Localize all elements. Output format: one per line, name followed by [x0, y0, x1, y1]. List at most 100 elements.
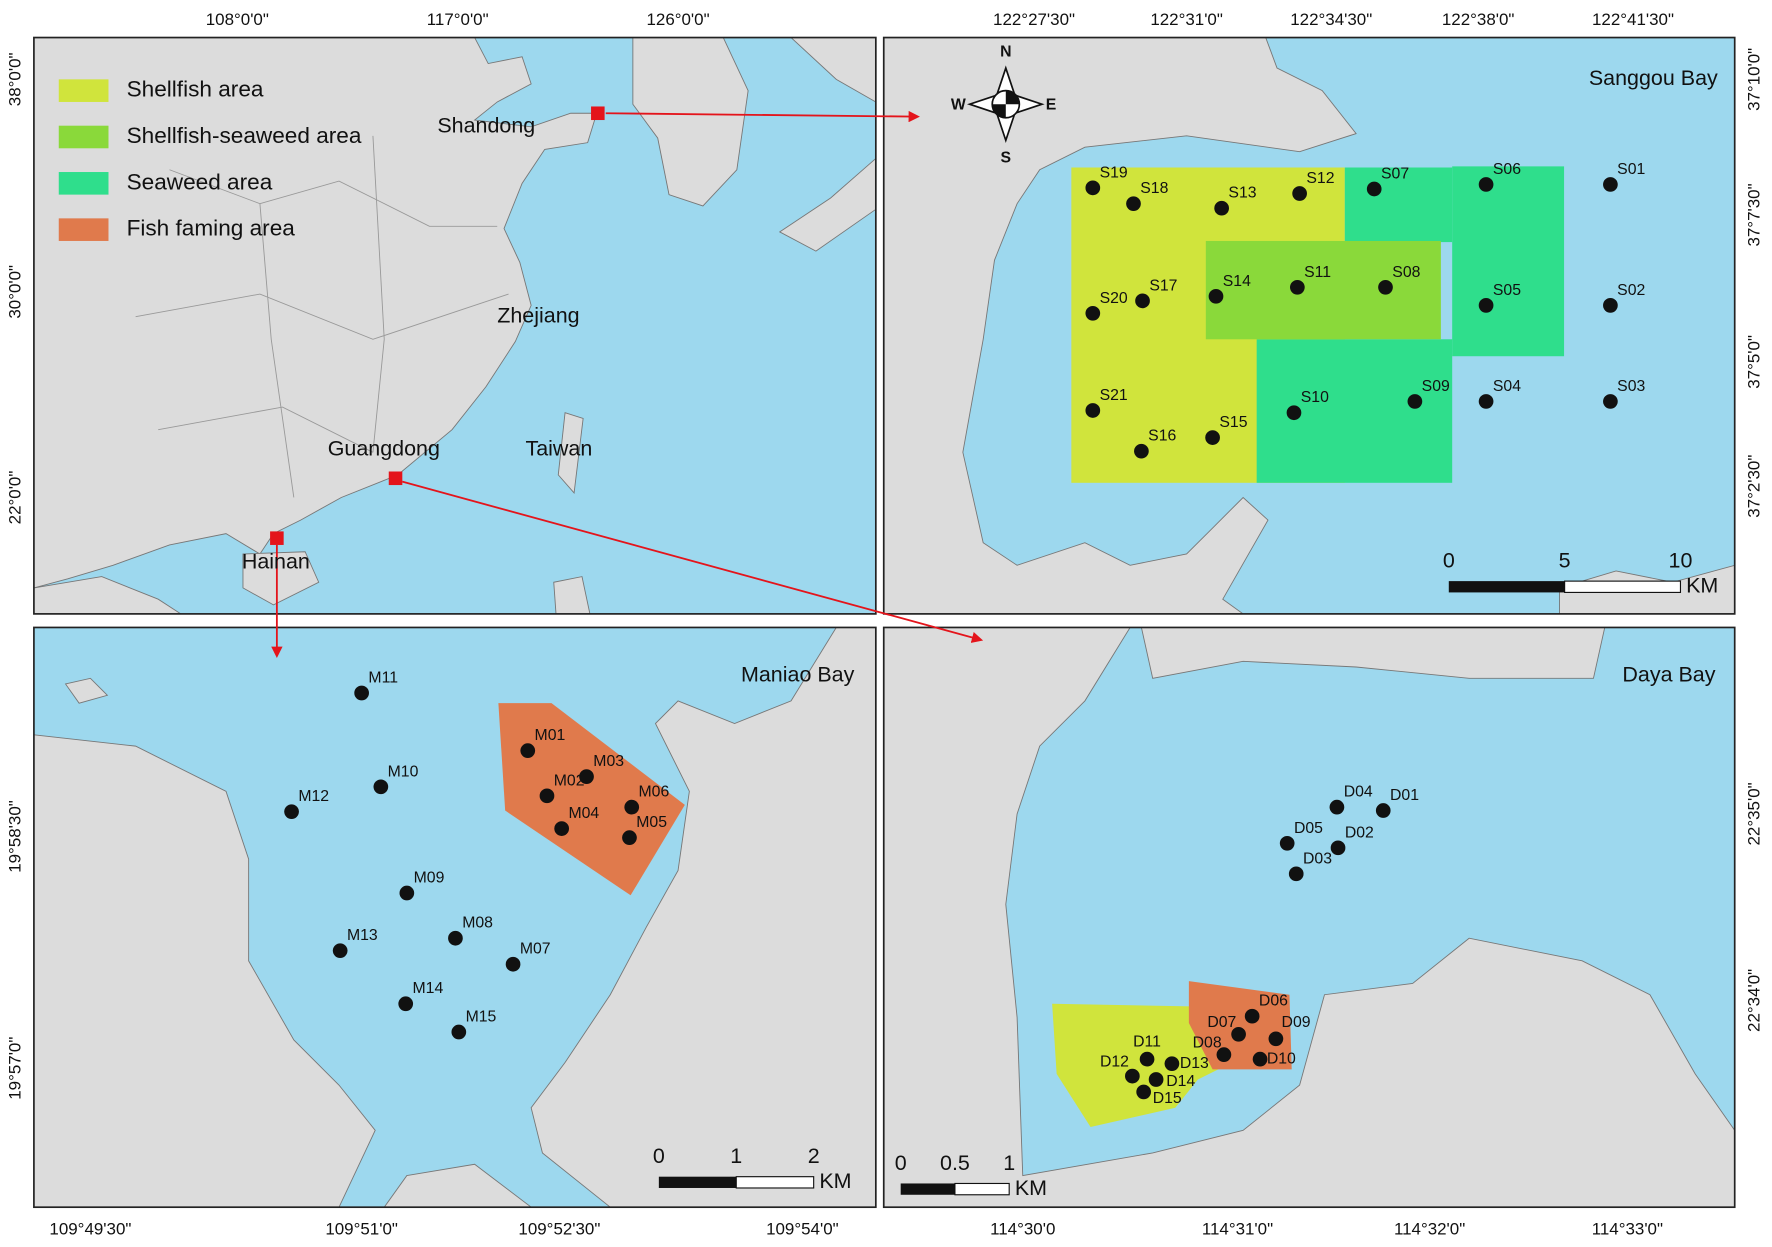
station-label: S19: [1100, 164, 1128, 181]
panel-title: Daya Bay: [1622, 663, 1715, 687]
scale-unit: KM: [1015, 1176, 1047, 1200]
station-label: S02: [1617, 282, 1645, 299]
scale-label: 0: [1443, 549, 1455, 573]
station-label: S18: [1140, 180, 1168, 197]
compass: N S E W: [951, 43, 1056, 166]
lat-tick-label: 37°2'30": [1745, 455, 1764, 518]
station: [1279, 835, 1295, 851]
lon-tick-label: 122°41'30": [1592, 10, 1674, 29]
station-label: S20: [1100, 290, 1128, 307]
lat-tick-label: 38°0'0": [5, 53, 24, 107]
station: [622, 830, 637, 845]
station-label: S12: [1306, 170, 1334, 187]
station: [1603, 177, 1618, 192]
province-label: Shandong: [437, 113, 535, 137]
station: [1268, 1031, 1284, 1047]
station: [1478, 298, 1494, 313]
station-label: M03: [593, 753, 624, 770]
province-label: Hainan: [242, 550, 310, 574]
fish-zone: [498, 703, 685, 896]
station-label: D10: [1267, 1050, 1296, 1067]
station: [448, 930, 463, 946]
station-label: D07: [1207, 1014, 1236, 1031]
station: [1085, 180, 1101, 196]
station: [1139, 1051, 1155, 1067]
compass-letter: W: [951, 97, 966, 114]
legend-swatch: [58, 218, 109, 241]
station-label: D09: [1282, 1014, 1311, 1031]
lon-tick-label: 114°30'0: [990, 1219, 1055, 1238]
station: [373, 779, 389, 795]
station: [1603, 298, 1618, 313]
fish-zone: [1188, 981, 1292, 1070]
lat-tick-label: 37°7'30": [1745, 183, 1764, 246]
legend-swatch: [58, 172, 109, 195]
station-label: M07: [520, 941, 551, 958]
station: [332, 943, 348, 959]
seaweed-zone: [1452, 166, 1565, 357]
shellfish-seaweed-zone: [1205, 240, 1441, 340]
lon-tick-label: 109°54'0": [766, 1219, 839, 1238]
lon-tick-label: 126°0'0": [646, 10, 709, 29]
station: [1478, 394, 1494, 409]
station-label: M15: [466, 1009, 497, 1026]
lon-tick-label: 122°34'30": [1290, 10, 1372, 29]
scale-bar-light: [954, 1182, 1010, 1196]
shellfish-zone: [1052, 1003, 1232, 1127]
province-label: Guangdong: [328, 437, 440, 461]
station: [1288, 866, 1304, 882]
compass-letter: N: [1000, 43, 1011, 60]
lon-tick-label: 114°31'0": [1202, 1219, 1273, 1238]
scale-label: 1: [730, 1144, 742, 1168]
legend-label: Seaweed area: [127, 169, 273, 194]
scale-bar-dark: [900, 1183, 955, 1195]
lat-tick-label: 19°58'30": [5, 800, 24, 873]
station: [1085, 305, 1101, 321]
site-markers: [270, 106, 605, 545]
station-label: D12: [1100, 1054, 1129, 1071]
station-label: D13: [1180, 1055, 1209, 1072]
lon-tick-label: 122°38'0": [1442, 10, 1515, 29]
station-label: M13: [347, 927, 378, 944]
lon-tick-label: 109°49'30": [49, 1219, 131, 1238]
lat-tick-label: 37°10'0": [1745, 48, 1764, 111]
lon-tick-label: 109°51'0": [325, 1219, 398, 1238]
station-label: M10: [388, 763, 419, 780]
station: [1252, 1051, 1268, 1067]
station-label: M08: [462, 915, 493, 932]
station: [1286, 405, 1302, 421]
station-label: S06: [1493, 161, 1521, 178]
station: [1164, 1056, 1180, 1072]
station-label: D11: [1133, 1033, 1161, 1050]
scale-label: 5: [1559, 549, 1571, 573]
station-label: M01: [535, 727, 566, 744]
station-label: S07: [1381, 165, 1409, 182]
legend-swatch: [58, 79, 109, 102]
seaweed-zone: [1256, 339, 1453, 483]
lon-tick-label: 122°31'0": [1150, 10, 1223, 29]
station-label: M05: [636, 814, 667, 831]
station: [451, 1024, 467, 1040]
scale-label: 0.5: [940, 1151, 970, 1175]
compass-letter: S: [1001, 150, 1012, 167]
station-label: M04: [568, 805, 599, 822]
station: [1208, 288, 1224, 304]
station: [539, 788, 555, 804]
station: [1290, 279, 1305, 295]
station-label: M06: [639, 784, 670, 801]
china-panel: [33, 36, 877, 615]
station: [1214, 200, 1229, 216]
scale-bar-light: [1564, 580, 1682, 593]
station-label: D05: [1294, 820, 1323, 837]
station: [1126, 196, 1141, 212]
lon-tick-label: 114°32'0": [1394, 1219, 1465, 1238]
station-label: S03: [1617, 378, 1645, 395]
scale-label: 0: [653, 1144, 665, 1168]
station: [1378, 279, 1393, 295]
lon-tick-label: 108°0'0": [206, 10, 269, 29]
station-label: D03: [1303, 850, 1332, 867]
station-label: D04: [1344, 784, 1373, 801]
station: [1205, 430, 1220, 445]
